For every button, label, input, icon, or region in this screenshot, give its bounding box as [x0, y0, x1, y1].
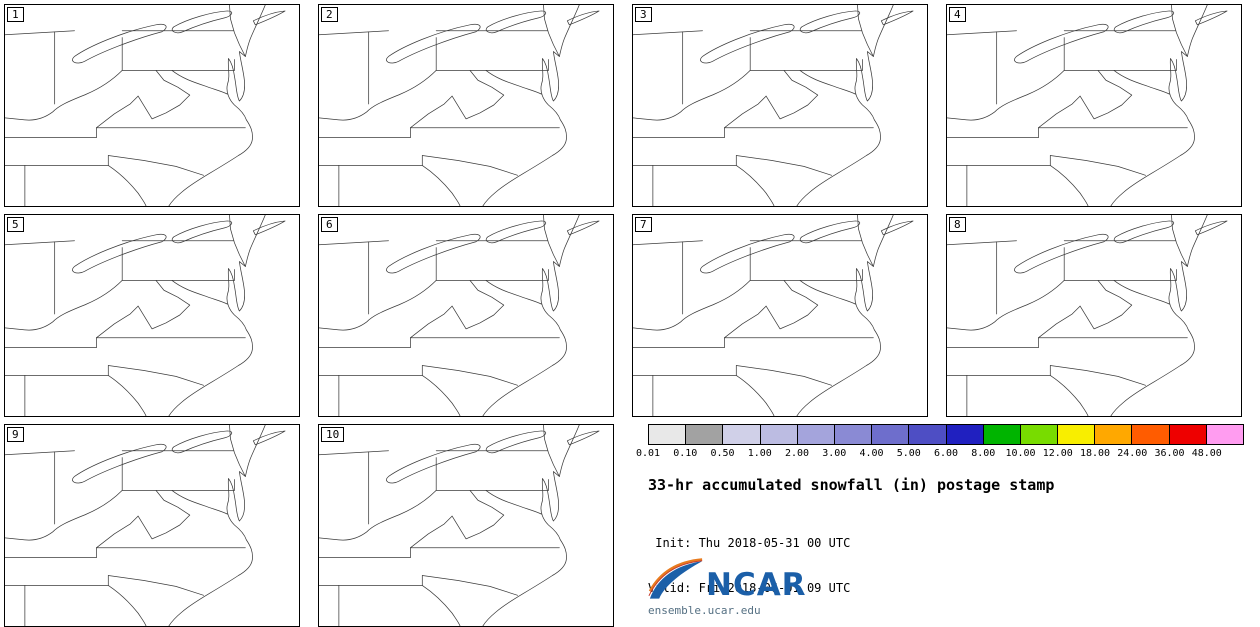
ncar-logo-block: NCAR ensemble.ucar.edu	[648, 556, 807, 617]
valid-time: Valid: Fri 2018-06-01 09 UTC	[648, 581, 851, 595]
panel-number: 10	[321, 427, 345, 442]
init-time: Init: Thu 2018-05-31 00 UTC	[648, 536, 851, 550]
panel-number: 3	[635, 7, 652, 22]
panel-number: 7	[635, 217, 652, 232]
colorbar-tick-label: 6.00	[933, 448, 959, 459]
panel-number: 2	[321, 7, 338, 22]
colorbar-tick-label: 0.10	[673, 448, 698, 459]
map-panel: 8	[946, 214, 1242, 417]
colorbar-segment	[649, 425, 687, 444]
map-panel: 7	[632, 214, 928, 417]
map-panel: 4	[946, 4, 1242, 207]
colorbar-segment	[834, 425, 873, 444]
map-panel: 2	[318, 4, 614, 207]
map-panel: 1	[4, 4, 300, 207]
colorbar-segment	[760, 425, 798, 444]
map-panel: 5	[4, 214, 300, 417]
colorbar-tick-label: 36.00	[1154, 448, 1185, 459]
colorbar-segment	[1169, 425, 1207, 444]
colorbar-tick-label: 1.00	[747, 448, 772, 459]
colorbar-tick-label: 12.00	[1042, 448, 1073, 459]
ncar-swoosh-icon	[648, 558, 703, 599]
colorbar-segment	[1095, 425, 1133, 444]
colorbar-tick-label: 10.00	[1005, 448, 1036, 459]
colorbar-tick-label: 48.00	[1191, 448, 1222, 459]
colorbar-tick-label: 18.00	[1079, 448, 1111, 459]
colorbar-segment	[1058, 425, 1096, 444]
legend-and-caption: 0.01 0.10 0.50 1.00 2.00 3.00 4.00 5.00 6.00 8.00…	[636, 424, 1244, 626]
colorbar-segment	[1020, 425, 1059, 444]
basemap-icon	[319, 425, 600, 626]
ncar-logo-text: NCAR	[706, 567, 807, 603]
colorbar-tick-label: 8.00	[971, 448, 996, 459]
colorbar-segment	[983, 425, 1021, 444]
colorbar-segment	[686, 425, 724, 444]
colorbar-segment	[723, 425, 761, 444]
basemap-icon	[5, 5, 286, 206]
colorbar-segment	[797, 425, 835, 444]
colorbar-segment	[1132, 425, 1170, 444]
colorbar-tick-label: 24.00	[1117, 448, 1148, 459]
panel-number: 9	[7, 427, 24, 442]
basemap-icon	[5, 215, 286, 416]
basemap-icon	[633, 215, 914, 416]
colorbar-tick-label: 0.50	[710, 448, 735, 459]
map-panel: 3	[632, 4, 928, 207]
colorbar-ticks: 0.01 0.10 0.50 1.00 2.00 3.00 4.00 5.00 6.00 8.00…	[636, 448, 1244, 462]
colorbar-segment	[1206, 425, 1243, 444]
basemap-icon	[947, 5, 1228, 206]
panel-number: 4	[949, 7, 966, 22]
colorbar	[648, 424, 1244, 445]
run-time-info: Init: Thu 2018-05-31 00 UTC Valid: Fri 2…	[648, 506, 1244, 626]
basemap-icon	[947, 215, 1228, 416]
basemap-icon	[5, 425, 286, 626]
colorbar-tick-label: 3.00	[822, 448, 847, 459]
panel-number: 5	[7, 217, 24, 232]
basemap-icon	[319, 215, 600, 416]
colorbar-tick-label: 0.01	[635, 448, 661, 459]
panel-number: 1	[7, 7, 24, 22]
basemap-icon	[319, 5, 600, 206]
basemap-icon	[633, 5, 914, 206]
colorbar-tick-label: 5.00	[896, 448, 921, 459]
colorbar-tick-label: 4.00	[859, 448, 884, 459]
map-panel: 6	[318, 214, 614, 417]
map-panel: 9	[4, 424, 300, 627]
map-panel: 10	[318, 424, 614, 627]
colorbar-segment	[872, 425, 910, 444]
figure-title: 33-hr accumulated snowfall (in) postage …	[648, 476, 1055, 494]
panel-number: 6	[321, 217, 338, 232]
colorbar-segment	[946, 425, 984, 444]
colorbar-tick-label: 2.00	[784, 448, 810, 459]
panel-number: 8	[949, 217, 966, 232]
ensemble-url: ensemble.ucar.edu	[648, 604, 761, 617]
colorbar-segment	[909, 425, 947, 444]
